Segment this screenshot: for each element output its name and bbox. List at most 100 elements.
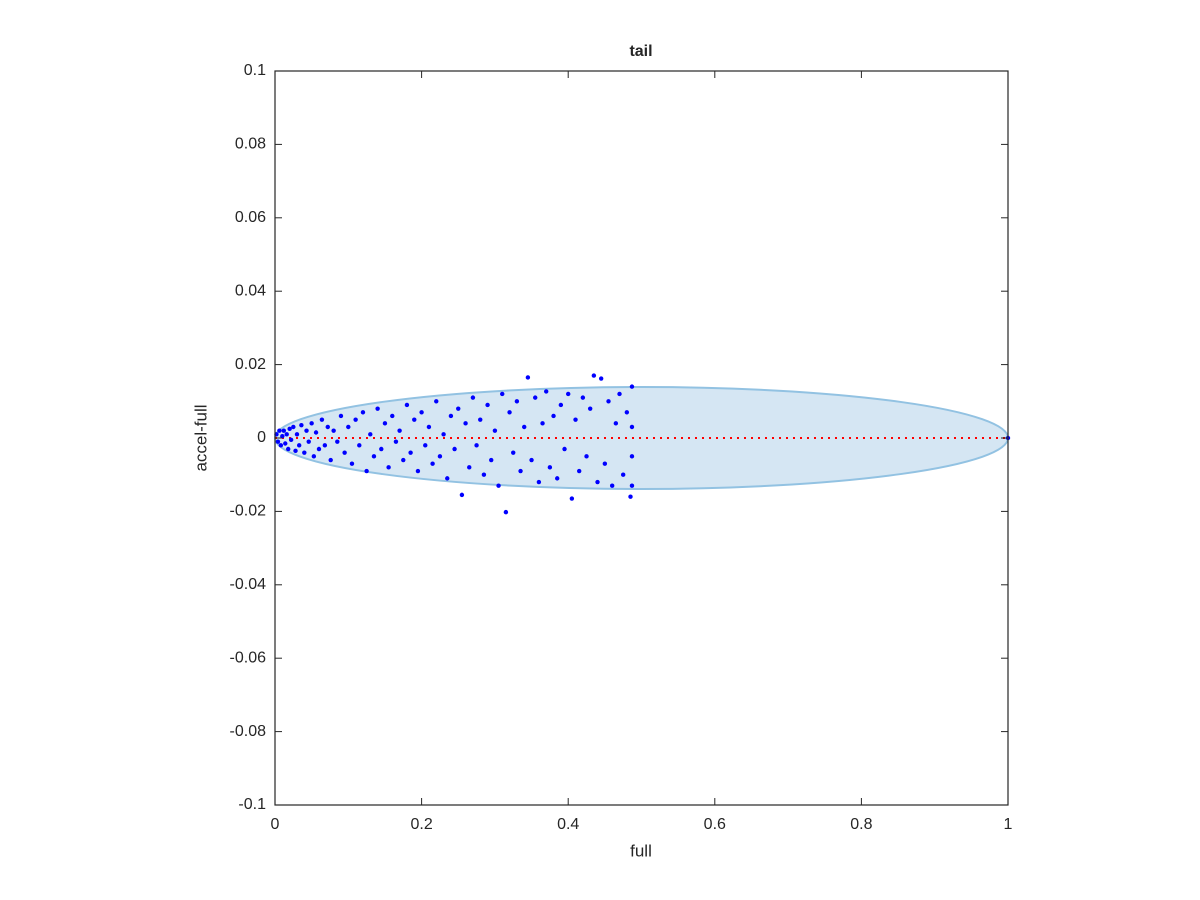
scatter-point [555,476,560,481]
scatter-point [452,446,457,452]
scatter-point [283,441,288,446]
scatter-point [357,443,362,448]
scatter-point [489,457,494,463]
chart-title: tail [629,43,652,60]
x-tick-label: 0.2 [410,816,432,833]
scatter-point [511,450,516,455]
scatter-point [573,417,578,422]
scatter-point [419,410,424,415]
scatter-point [304,428,309,433]
y-tick-label: 0.02 [235,356,266,373]
scatter-point [624,410,630,415]
scatter-point [507,410,512,415]
scatter-point [500,391,505,397]
x-tick-label: 0.4 [557,816,579,833]
scatter-point [595,479,600,485]
scatter-point [404,402,410,408]
scatter-point [529,457,534,463]
scatter-point [467,465,472,470]
scatter-point [629,454,635,459]
scatter-point [533,395,538,400]
scatter-point [525,375,531,380]
scatter-point [478,417,483,422]
scatter-point [360,410,366,415]
scatter-point [275,439,281,444]
scatter-point [353,417,358,422]
scatter-point [437,454,443,459]
scatter-point [311,454,317,459]
y-tick-label: -0.06 [230,649,267,666]
scatter-point [331,428,336,433]
y-tick-label: -0.04 [230,576,267,593]
scatter-point [313,430,319,435]
scatter-point [281,428,286,433]
x-tick-label: 0 [271,816,280,833]
y-tick-label: 0.06 [235,209,266,226]
scatter-point [412,417,417,422]
scatter-point [346,424,351,430]
y-tick-label: 0.1 [244,62,266,79]
scatter-point [390,413,395,419]
scatter-point [569,496,575,501]
scatter-point [325,424,330,430]
scatter-point [558,402,564,408]
scatter-point [338,413,344,419]
scatter-point [397,428,402,433]
scatter-point [551,413,556,419]
x-tick-label: 0.6 [704,816,726,833]
scatter-point [518,468,523,474]
y-tick-label: 0.08 [235,136,266,153]
scatter-point [278,443,284,448]
y-tick-label: 0.04 [235,282,266,299]
scatter-point [441,432,446,437]
scatter-point [547,465,553,470]
scatter-point [393,439,399,444]
scatter-point [628,494,633,499]
scatter-point [620,472,626,477]
scatter-point [349,461,355,466]
scatter-point [296,443,302,448]
scatter-point [415,468,421,474]
x-tick-label: 0.8 [850,816,872,833]
scatter-point [302,450,307,455]
scatter-point [544,389,549,394]
scatter-point [368,432,373,437]
y-tick-label: -0.1 [238,796,266,813]
scatter-point [609,483,615,488]
scatter-point [386,465,391,470]
scatter-point [536,479,542,485]
x-tick-label: 1 [1004,816,1013,833]
scatter-point [434,399,439,404]
scatter-point [522,424,527,430]
scatter-point [294,432,300,437]
scatter-point [426,424,432,430]
scatter-point [322,443,328,448]
scatter-point [328,457,333,463]
scatter-point [459,492,465,498]
scatter-point [306,439,311,444]
scatter-point [423,443,428,448]
scatter-point [613,421,619,426]
scatter-point [316,446,322,452]
y-tick-label: 0 [257,429,266,446]
scatter-point [540,421,545,426]
scatter-point [562,446,567,452]
scatter-point [629,483,635,488]
scatter-point [629,384,635,389]
scatter-point [430,461,435,466]
y-tick-label: -0.08 [230,723,267,740]
scatter-point [375,406,380,411]
scatter-point [277,428,282,433]
scatter-point [481,472,487,477]
scatter-point [591,373,597,378]
scatter-point [503,509,509,515]
scatter-point [448,413,454,419]
scatter-point [566,391,571,397]
scatter-point [335,439,340,444]
scatter-point [288,437,294,443]
scatter-point [291,424,296,430]
scatter-point [284,432,289,437]
scatter-point [617,391,622,397]
scatter-point [319,417,325,422]
